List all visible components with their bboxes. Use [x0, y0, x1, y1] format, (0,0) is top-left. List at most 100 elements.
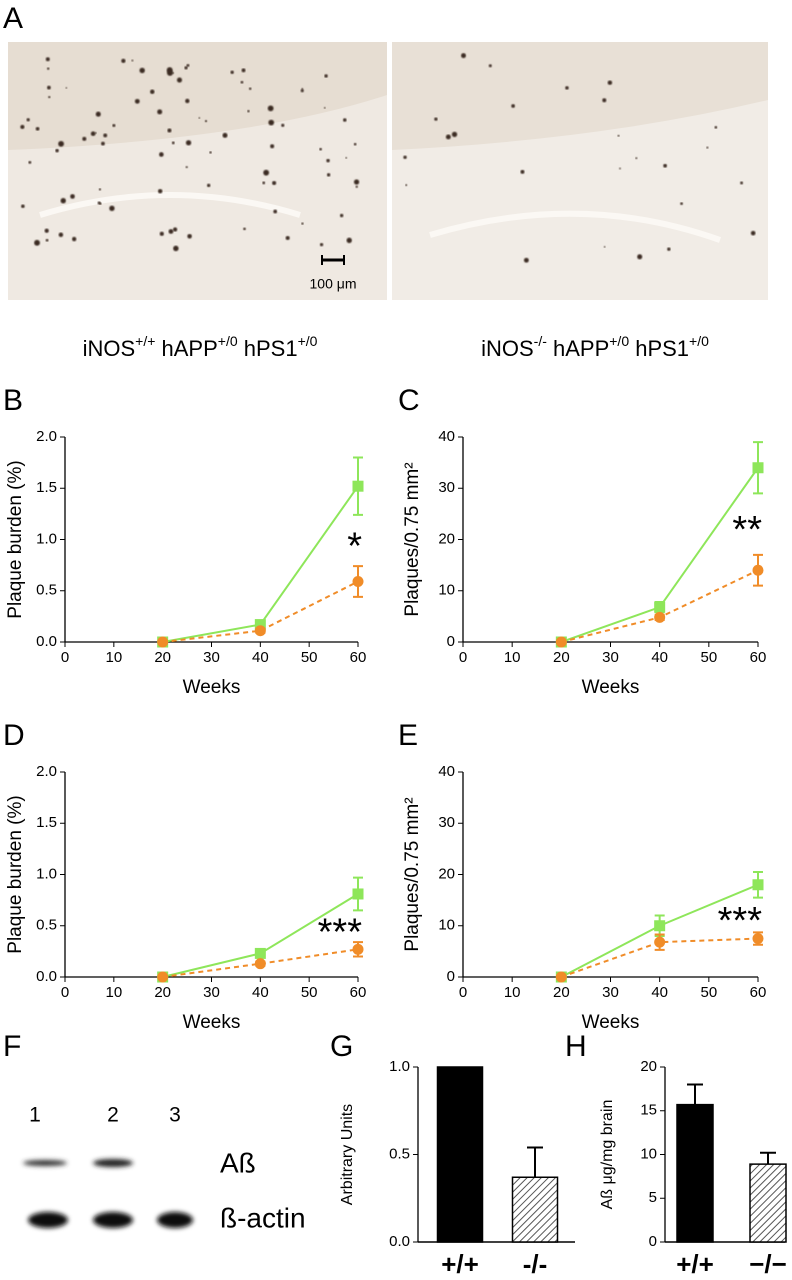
- western-blot: [23, 1159, 193, 1228]
- scale-label: 100 μm: [310, 276, 357, 292]
- plaque-dot: [602, 98, 607, 103]
- plaque-dot: [565, 86, 569, 90]
- caption-part: hPS1: [629, 336, 689, 361]
- plaque-dot: [209, 151, 212, 154]
- plaque-dot: [268, 119, 275, 126]
- plaque-dot: [47, 85, 51, 90]
- y-tick-label: 1.5: [36, 479, 57, 496]
- plaque-dot: [353, 179, 360, 185]
- blot-band: [28, 1212, 68, 1228]
- y-tick-label: 1.0: [36, 865, 57, 882]
- x-tick-label: 20: [154, 649, 171, 666]
- x-tick-label: 30: [602, 984, 619, 1001]
- plaque-dot: [184, 66, 188, 70]
- plaque-dot: [262, 181, 266, 185]
- y-tick-label: 0: [447, 633, 455, 650]
- x-tick-label: 10: [105, 649, 122, 666]
- y-tick-label: 40: [438, 763, 455, 780]
- y-tick-label: 0.0: [36, 968, 57, 985]
- y-tick-label: 2.0: [36, 428, 57, 445]
- marker: [752, 933, 764, 945]
- plaque-dot: [511, 104, 515, 108]
- plaque-dot: [323, 107, 326, 109]
- plaque-dot: [243, 227, 246, 231]
- x-tick-label: 60: [750, 984, 767, 1001]
- plaque-dot: [240, 80, 244, 84]
- plaque-dot: [187, 233, 192, 239]
- y-tick-label: 0.5: [36, 582, 57, 599]
- marker: [654, 920, 666, 932]
- plaque-dot: [45, 238, 49, 242]
- plaque-dot: [353, 142, 357, 146]
- y-tick-label: 30: [438, 479, 455, 496]
- plaque-dot: [34, 239, 40, 246]
- plaque-dot: [167, 128, 172, 133]
- plaque-dot: [150, 89, 155, 95]
- y-tick-label: 0.0: [36, 633, 57, 650]
- series-line: [162, 948, 359, 978]
- plaque-dot: [26, 118, 30, 122]
- x-tick-label: 40: [651, 984, 668, 1001]
- plaque-dot: [326, 173, 331, 177]
- x-tick-label: -/-: [523, 1249, 548, 1279]
- plaque-dot: [58, 140, 64, 147]
- x-tick-label: +/+: [676, 1249, 714, 1279]
- x-tick-label: 50: [700, 984, 717, 1001]
- x-tick-label: 50: [301, 984, 318, 1001]
- plaque-dot: [204, 119, 208, 123]
- plaque-dot: [263, 169, 270, 176]
- plaque-dot: [326, 158, 330, 163]
- y-axis-label: Plaque burden (%): [5, 795, 26, 953]
- x-tick-label: 60: [750, 649, 767, 666]
- significance: ***: [718, 900, 763, 942]
- plaque-dot: [46, 67, 50, 70]
- plaque-dot: [607, 80, 613, 85]
- plaque-dot: [134, 98, 140, 104]
- plaque-dot: [403, 155, 407, 160]
- plaque-dot: [97, 201, 101, 205]
- significance: ***: [318, 911, 363, 953]
- plaque-dot: [60, 198, 66, 204]
- plaque-dot: [319, 242, 324, 247]
- y-axis-label: Arbitrary Units: [339, 1104, 356, 1205]
- y-tick-label: 2.0: [36, 763, 57, 780]
- y-axis-label: Plaques/0.75 mm²: [402, 462, 423, 616]
- plaque-dot: [44, 228, 49, 233]
- plaque-dot: [173, 245, 179, 252]
- y-tick-label: 0.5: [389, 1145, 410, 1162]
- plaque-dot: [20, 124, 25, 130]
- plaque-dot: [21, 204, 25, 209]
- genotype-caption: iNOS+/+ hAPP+/0 hPS1+/0: [83, 333, 318, 361]
- plaque-dot: [680, 202, 683, 205]
- marker: [654, 611, 666, 623]
- error-bar: [527, 1146, 543, 1178]
- panel-letter: E: [398, 719, 418, 752]
- plaque-dot: [635, 157, 638, 160]
- plaque-dot: [273, 209, 278, 214]
- plaque-dot: [355, 185, 358, 188]
- plaque-dot: [461, 53, 466, 59]
- blot-band: [93, 1212, 133, 1228]
- plaque-dot: [55, 148, 59, 153]
- x-tick-label: 40: [252, 649, 269, 666]
- plaque-dot: [339, 213, 344, 218]
- marker: [352, 480, 364, 492]
- plaque-dot: [241, 68, 246, 73]
- x-tick-label: 0: [61, 984, 69, 1001]
- x-tick-label: 30: [203, 984, 220, 1001]
- blot-band: [93, 1159, 133, 1167]
- y-tick-label: 0.5: [36, 917, 57, 934]
- plaque-dot: [750, 230, 756, 236]
- caption-part: hAPP: [547, 336, 609, 361]
- caption-part: iNOS: [481, 336, 534, 361]
- x-tick-label: 40: [252, 984, 269, 1001]
- plaque-dot: [166, 67, 173, 74]
- x-tick-label: 40: [651, 649, 668, 666]
- x-tick-label: +/+: [441, 1249, 479, 1279]
- plaque-dot: [270, 144, 275, 149]
- plaque-dot: [45, 57, 50, 62]
- panel-letter: A: [3, 2, 23, 35]
- error-bar: [687, 1083, 703, 1105]
- plaque-dot: [157, 188, 163, 194]
